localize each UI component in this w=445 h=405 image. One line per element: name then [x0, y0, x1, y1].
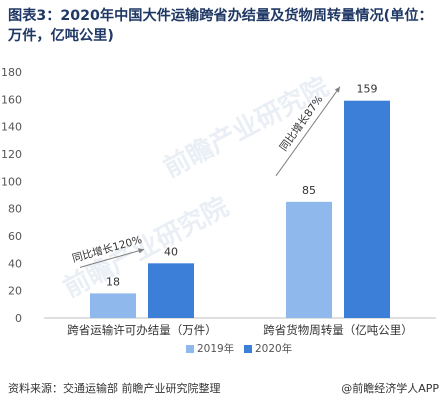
y-tick-label: 100 — [1, 175, 22, 188]
legend-label: 2020年 — [255, 342, 292, 355]
watermark-text: 前瞻产业研究院 — [158, 71, 333, 184]
growth-arrow-line — [79, 248, 145, 268]
data-label: 18 — [106, 275, 120, 288]
y-tick-label: 140 — [1, 121, 22, 134]
chart-title: 图表3：2020年中国大件运输跨省办结量及货物周转量情况(单位：万件，亿吨公里) — [8, 8, 433, 44]
y-tick-label: 120 — [1, 148, 22, 161]
data-label: 159 — [357, 83, 378, 96]
data-label: 40 — [164, 245, 178, 258]
source-note: 资料来源：交通运输部 前瞻产业研究院整理 — [8, 382, 221, 395]
y-tick-label: 80 — [8, 203, 22, 216]
bar — [148, 263, 194, 318]
y-tick-label: 180 — [1, 66, 22, 79]
bar — [344, 100, 390, 318]
bar — [90, 293, 136, 318]
y-tick-label: 40 — [8, 257, 22, 270]
data-label: 85 — [302, 184, 316, 197]
y-tick-label: 60 — [8, 230, 22, 243]
legend-swatch — [186, 345, 194, 353]
growth-arrow-line — [275, 86, 341, 177]
watermark-text: 前瞻产业研究院 — [58, 191, 233, 304]
x-tick-label: 跨省运输许可办结量（万件） — [67, 323, 217, 337]
brand-credit: @前瞻经济学人APP — [341, 382, 439, 395]
y-tick-label: 160 — [1, 93, 22, 106]
growth-arrow-head — [334, 86, 340, 93]
x-tick-label: 跨省货物周转量（亿吨公里） — [263, 323, 413, 337]
y-tick-label: 0 — [15, 312, 22, 325]
bar — [286, 201, 332, 318]
growth-arrow-head — [138, 248, 144, 254]
y-tick-label: 20 — [8, 285, 22, 298]
legend-swatch — [244, 345, 252, 353]
legend-label: 2019年 — [197, 342, 234, 355]
